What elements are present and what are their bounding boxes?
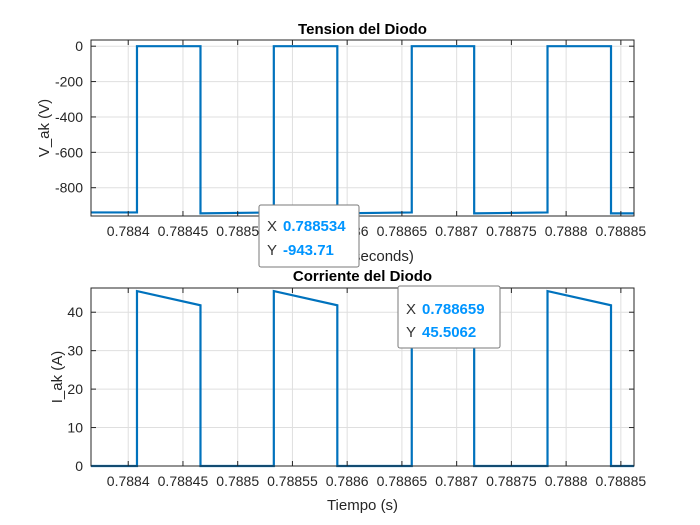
datatip-x-label: X (406, 301, 416, 318)
y-axis-label: V_ak (V) (36, 99, 53, 157)
datatip-y-value: 45.5062 (422, 324, 476, 341)
x-tick-label: 0.7888 (545, 223, 588, 239)
y-tick-label: -600 (55, 144, 83, 160)
y-tick-label: -400 (55, 109, 83, 125)
x-tick-label: 0.78885 (596, 473, 647, 489)
x-tick-label: 0.78885 (596, 223, 647, 239)
y-ticks: 0 10 20 30 40 (67, 304, 634, 474)
datatip-box (397, 285, 501, 349)
y-tick-label: 20 (67, 381, 83, 397)
x-tick-label: 0.78845 (158, 223, 209, 239)
datatip-y-label: Y (267, 242, 277, 259)
datatip[interactable]: X 0.788534 Y -943.71 (258, 204, 360, 268)
datatip-y-label: Y (406, 324, 416, 341)
datatip-box (258, 204, 360, 268)
plot-frame (90, 287, 635, 467)
y-tick-label: 40 (67, 304, 83, 320)
datatip-x-label: X (267, 218, 277, 235)
x-tick-label: 0.78855 (267, 473, 318, 489)
x-tick-label: 0.78845 (158, 473, 209, 489)
x-tick-label: 0.7885 (216, 223, 259, 239)
x-tick-label: 0.7887 (435, 223, 478, 239)
x-tick-label: 0.78875 (486, 223, 537, 239)
x-ticks: 0.7884 0.78845 0.7885 0.78855 0.7886 0.78865 0… (107, 288, 647, 489)
datatip[interactable]: X 0.788659 Y 45.5062 (397, 285, 501, 349)
y-tick-label: -200 (55, 74, 83, 90)
y-tick-label: 10 (67, 420, 83, 436)
x-axis-label: Tiempo (s) (327, 497, 398, 514)
datatip-x-value: 0.788534 (283, 218, 346, 235)
plot-voltage: 0.78840.788450.78850.788550.78860.788650… (36, 21, 647, 268)
plot-area (91, 40, 634, 216)
x-tick-label: 0.7884 (107, 473, 150, 489)
x-tick-label: 0.7887 (435, 473, 478, 489)
series-line (91, 45, 634, 215)
datatip-y-value: -943.71 (283, 242, 334, 259)
y-tick-label: 0 (75, 458, 83, 474)
x-tick-label: 0.78865 (377, 473, 428, 489)
x-tick-label: 0.7886 (326, 473, 369, 489)
chart-title: Tension del Diodo (298, 21, 427, 38)
y-tick-label: -800 (55, 180, 83, 196)
y-tick-label: 30 (67, 343, 83, 359)
x-tick-label: 0.78865 (377, 223, 428, 239)
plot-current: 0.7884 0.78845 0.7885 0.78855 0.7886 0.78865 0… (49, 268, 646, 514)
x-tick-label: 0.7884 (107, 223, 150, 239)
x-tick-label: 0.7888 (545, 473, 588, 489)
chart-title: Corriente del Diodo (293, 268, 432, 285)
plot-area (91, 288, 634, 466)
x-tick-label: 0.7885 (216, 473, 259, 489)
x-tick-label: 0.78875 (486, 473, 537, 489)
y-ticks: 0 -200 -400 -600 -800 (55, 38, 634, 196)
y-tick-label: 0 (75, 38, 83, 54)
datatip-x-value: 0.788659 (422, 301, 485, 318)
y-axis-label: I_ak (A) (49, 351, 66, 404)
plot-frame (90, 39, 635, 217)
